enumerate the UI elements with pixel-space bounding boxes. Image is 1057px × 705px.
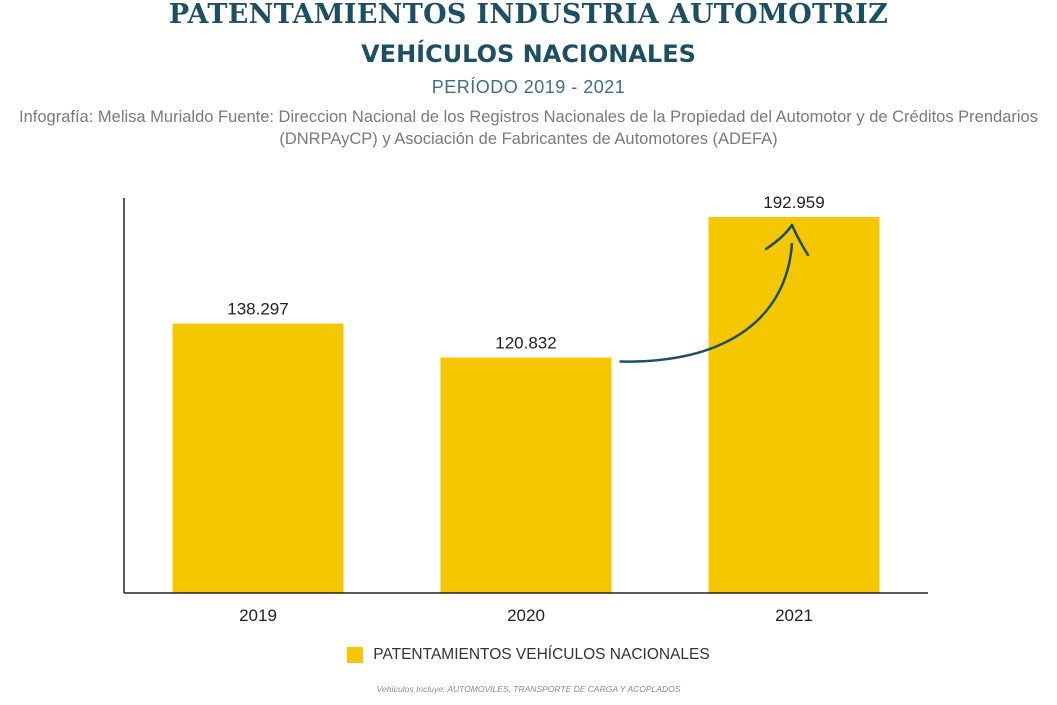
period-label: PERÍODO 2019 - 2021 <box>431 77 626 97</box>
bar-2020 <box>440 357 612 593</box>
legend-swatch <box>347 647 364 663</box>
chart-title: PATENTAMIENTOS INDUSTRIA AUTOMOTRIZ <box>168 0 889 30</box>
x-tick-2021: 2021 <box>775 606 813 625</box>
bar-2021 <box>708 217 880 593</box>
chart-subtitle: VEHÍCULOS NACIONALES <box>361 40 696 68</box>
growth-arrow <box>619 242 794 363</box>
value-label-2021: 192.959 <box>763 193 824 212</box>
legend-label: PATENTAMIENTOS VEHÍCULOS NACIONALES <box>373 646 710 663</box>
bars-layer <box>172 217 880 593</box>
bar-chart: 138.297 120.832 192.959 2019 2020 2021 <box>123 193 928 625</box>
value-label-2019: 138.297 <box>227 300 288 319</box>
source-credit: Infografía: Melisa Murialdo Fuente: Dire… <box>19 108 1038 148</box>
growth-arrow-head <box>764 223 810 257</box>
bar-2019 <box>172 323 344 593</box>
value-labels-layer: 138.297 120.832 192.959 <box>227 193 824 353</box>
value-label-2020: 120.832 <box>495 334 556 353</box>
footnote: Vehículos Incluye: AUTOMOVILES, TRANSPOR… <box>376 684 681 694</box>
x-tick-2020: 2020 <box>507 606 545 625</box>
legend: PATENTAMIENTOS VEHÍCULOS NACIONALES <box>0 646 1057 664</box>
x-tick-2019: 2019 <box>239 606 277 625</box>
x-tick-labels-layer: 2019 2020 2021 <box>239 606 813 625</box>
